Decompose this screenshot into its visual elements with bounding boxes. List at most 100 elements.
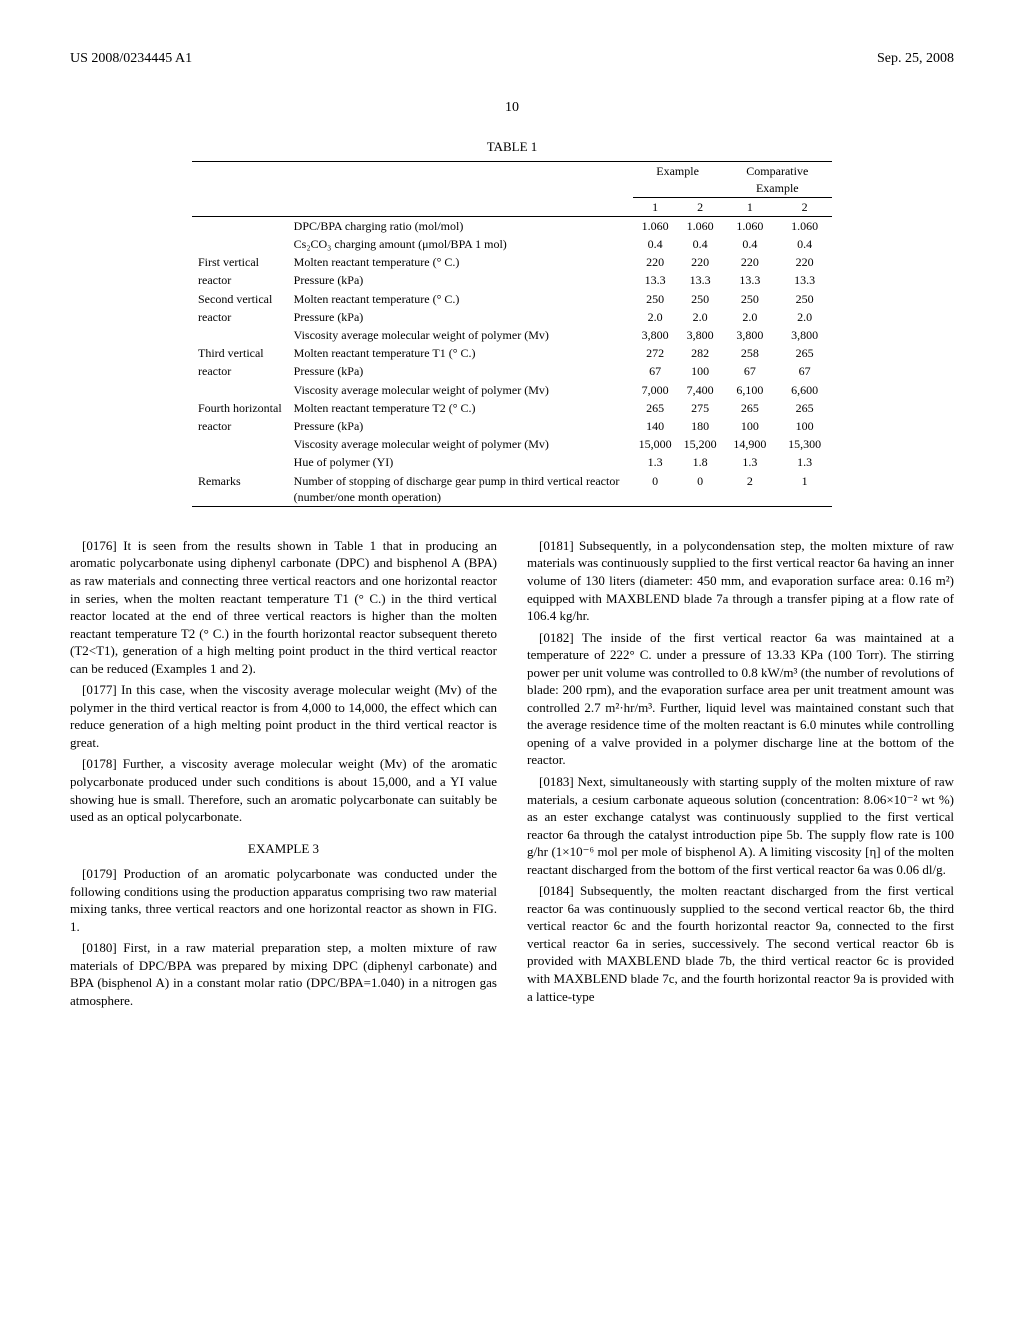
table-cell: 7,400	[678, 381, 723, 399]
table-row-label: Remarks	[192, 472, 288, 507]
body-text: [0176] It is seen from the results shown…	[70, 537, 954, 1011]
table-cell: 1.060	[723, 216, 778, 235]
table-row-desc: Viscosity average molecular weight of po…	[288, 326, 633, 344]
table-row-desc: Molten reactant temperature T1 (° C.)	[288, 344, 633, 362]
table-cell: 1.060	[777, 216, 832, 235]
table-cell: 282	[678, 344, 723, 362]
table-cell: 180	[678, 417, 723, 435]
table-cell: 220	[723, 253, 778, 271]
table-cell: 15,000	[633, 435, 678, 453]
table-cell: 272	[633, 344, 678, 362]
table-cell: 1.8	[678, 453, 723, 471]
table-cell: 1.060	[678, 216, 723, 235]
table-cell: 100	[777, 417, 832, 435]
col-header: 1	[723, 197, 778, 216]
table-cell: 2.0	[723, 308, 778, 326]
data-table: Example Comparative Example 1 2 1 2 DPC/…	[192, 161, 832, 507]
table-cell: 250	[678, 290, 723, 308]
col-header: 1	[633, 197, 678, 216]
table-row-label: First vertical	[192, 253, 288, 271]
group-header-example: Example	[633, 162, 723, 197]
page-header: US 2008/0234445 A1 Sep. 25, 2008	[70, 50, 954, 69]
table-cell: 0.4	[633, 235, 678, 253]
table-cell: 67	[633, 362, 678, 380]
table-cell: 7,000	[633, 381, 678, 399]
paragraph-0176: [0176] It is seen from the results shown…	[70, 537, 497, 677]
table-cell: 265	[777, 344, 832, 362]
table-cell: 3,800	[777, 326, 832, 344]
table-row-desc: DPC/BPA charging ratio (mol/mol)	[288, 216, 633, 235]
table-cell: 13.3	[777, 271, 832, 289]
table-cell: 250	[777, 290, 832, 308]
table-row-desc: Pressure (kPa)	[288, 362, 633, 380]
example-3-heading: EXAMPLE 3	[70, 840, 497, 858]
table-row-label	[192, 235, 288, 253]
table-row-label	[192, 381, 288, 399]
table-row-desc: Pressure (kPa)	[288, 308, 633, 326]
table-row-label	[192, 216, 288, 235]
col-header: 2	[777, 197, 832, 216]
table-caption: TABLE 1	[192, 138, 832, 156]
table-cell: 0	[678, 472, 723, 507]
table-cell: 275	[678, 399, 723, 417]
table-cell: 0.4	[777, 235, 832, 253]
table-row-label: Fourth horizontal	[192, 399, 288, 417]
table-cell: 258	[723, 344, 778, 362]
table-cell: 13.3	[678, 271, 723, 289]
table-row-desc: Pressure (kPa)	[288, 271, 633, 289]
table-cell: 2.0	[633, 308, 678, 326]
table-cell: 13.3	[723, 271, 778, 289]
table-row-desc: Cs₂CO₃ charging amount (μmol/BPA 1 mol)	[288, 235, 633, 253]
table-row-label: reactor	[192, 417, 288, 435]
table-cell: 0.4	[678, 235, 723, 253]
table-row-label: reactor	[192, 271, 288, 289]
table-cell: 265	[633, 399, 678, 417]
table-cell: 67	[723, 362, 778, 380]
table-row-label: reactor	[192, 308, 288, 326]
paragraph-0182: [0182] The inside of the first vertical …	[527, 629, 954, 769]
paragraph-0179: [0179] Production of an aromatic polycar…	[70, 865, 497, 935]
table-cell: 100	[723, 417, 778, 435]
table-cell: 0.4	[723, 235, 778, 253]
table-cell: 250	[633, 290, 678, 308]
table-cell: 1	[777, 472, 832, 507]
table-cell: 2.0	[678, 308, 723, 326]
table-cell: 6,600	[777, 381, 832, 399]
table-row-desc: Viscosity average molecular weight of po…	[288, 381, 633, 399]
table-cell: 220	[633, 253, 678, 271]
table-row-label: Third vertical	[192, 344, 288, 362]
table-row-label	[192, 453, 288, 471]
paragraph-0181: [0181] Subsequently, in a polycondensati…	[527, 537, 954, 625]
table-cell: 3,800	[723, 326, 778, 344]
table-row-label: reactor	[192, 362, 288, 380]
table-cell: 265	[723, 399, 778, 417]
table-row-label	[192, 326, 288, 344]
paragraph-0184: [0184] Subsequently, the molten reactant…	[527, 882, 954, 1005]
table-row-desc: Molten reactant temperature (° C.)	[288, 290, 633, 308]
table-row-desc: Molten reactant temperature (° C.)	[288, 253, 633, 271]
paragraph-0183: [0183] Next, simultaneously with startin…	[527, 773, 954, 878]
table-cell: 15,200	[678, 435, 723, 453]
paragraph-0178: [0178] Further, a viscosity average mole…	[70, 755, 497, 825]
paragraph-0177: [0177] In this case, when the viscosity …	[70, 681, 497, 751]
table-cell: 265	[777, 399, 832, 417]
table-row-desc: Viscosity average molecular weight of po…	[288, 435, 633, 453]
table-cell: 6,100	[723, 381, 778, 399]
table-cell: 0	[633, 472, 678, 507]
table-cell: 140	[633, 417, 678, 435]
table-cell: 3,800	[633, 326, 678, 344]
table-row-desc: Molten reactant temperature T2 (° C.)	[288, 399, 633, 417]
table-row-label	[192, 435, 288, 453]
table-row-desc: Pressure (kPa)	[288, 417, 633, 435]
group-header-comparative: Comparative Example	[723, 162, 832, 197]
table-cell: 67	[777, 362, 832, 380]
table-cell: 1.3	[633, 453, 678, 471]
table-row-desc: Number of stopping of discharge gear pum…	[288, 472, 633, 507]
table-cell: 2.0	[777, 308, 832, 326]
table-cell: 220	[777, 253, 832, 271]
table-row-desc: Hue of polymer (YI)	[288, 453, 633, 471]
table-cell: 14,900	[723, 435, 778, 453]
table-cell: 13.3	[633, 271, 678, 289]
table-row-label: Second vertical	[192, 290, 288, 308]
table-cell: 220	[678, 253, 723, 271]
